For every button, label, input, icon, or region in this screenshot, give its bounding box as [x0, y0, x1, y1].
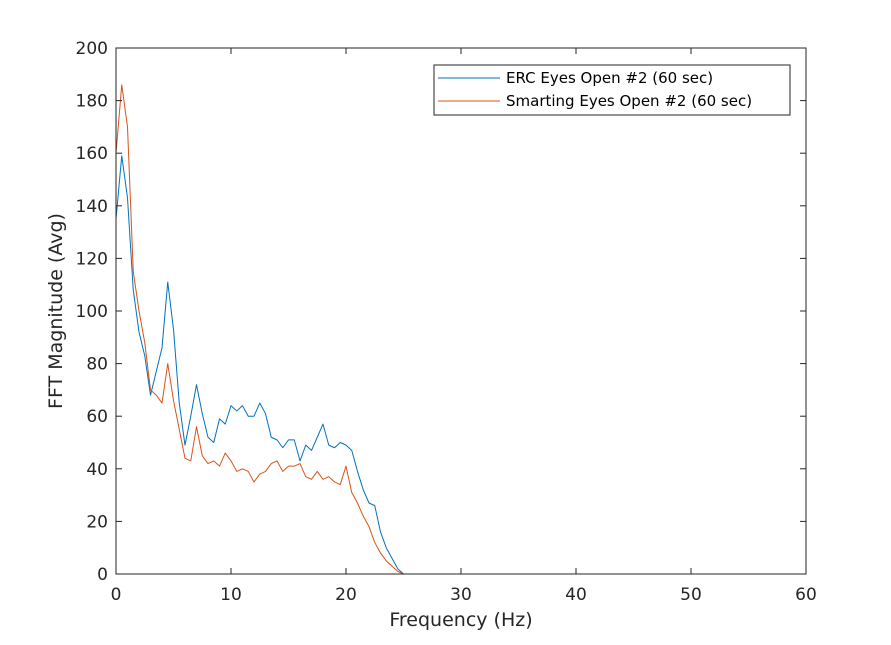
y-tick-label: 180 — [76, 92, 108, 112]
y-tick-label: 80 — [86, 355, 108, 375]
y-tick-label: 120 — [76, 249, 108, 269]
y-tick-label: 140 — [76, 197, 108, 217]
y-tick-label: 0 — [97, 565, 108, 585]
series-line-1 — [115, 84, 806, 575]
x-tick-label: 60 — [795, 585, 817, 605]
x-tick-label: 10 — [220, 585, 242, 605]
plot-area — [116, 48, 806, 574]
legend-label-1: Smarting Eyes Open #2 (60 sec) — [506, 92, 752, 110]
y-tick-label: 200 — [76, 39, 108, 59]
x-tick-label: 50 — [680, 585, 702, 605]
x-axis-title: Frequency (Hz) — [389, 609, 532, 631]
y-tick-label: 100 — [76, 302, 108, 322]
x-tick-label: 20 — [335, 585, 357, 605]
y-axis-title: FFT Magnitude (Avg) — [45, 213, 67, 409]
legend-box — [433, 64, 791, 116]
x-tick-label: 0 — [111, 585, 122, 605]
legend: ERC Eyes Open #2 (60 sec) Smarting Eyes O… — [433, 64, 791, 116]
legend-label-0: ERC Eyes Open #2 (60 sec) — [506, 69, 713, 87]
y-tick-label: 40 — [86, 460, 108, 480]
x-tick-label: 30 — [450, 585, 472, 605]
series-line-0 — [115, 155, 806, 575]
x-tick-label: 40 — [565, 585, 587, 605]
y-tick-label: 160 — [76, 144, 108, 164]
axes-layer: 0 10 20 30 40 50 60 0 20 40 60 80 100 120 140 160 180 200 — [76, 39, 817, 605]
series-layer — [115, 84, 806, 575]
y-tick-label: 60 — [86, 407, 108, 427]
y-tick-label: 20 — [86, 512, 108, 532]
